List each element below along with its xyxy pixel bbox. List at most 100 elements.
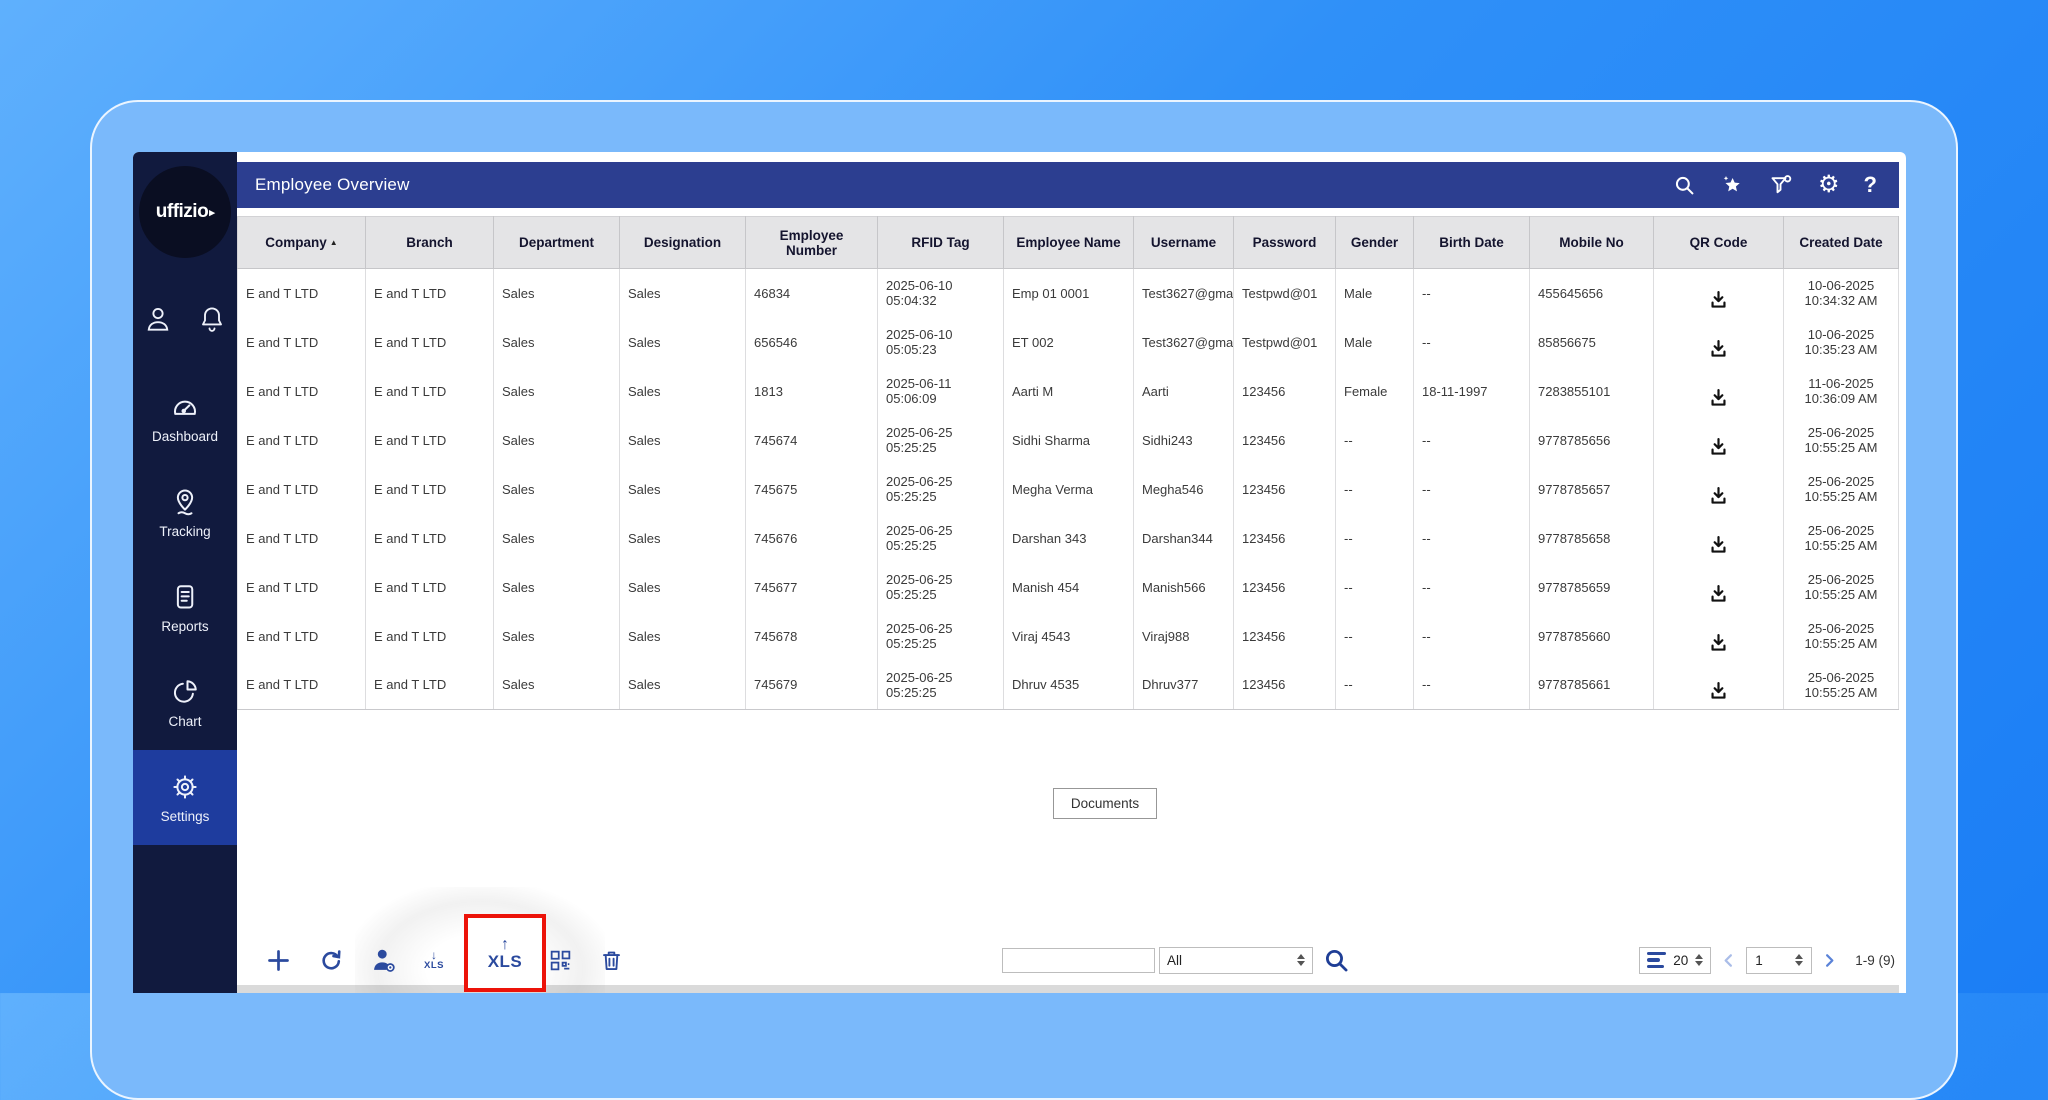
star-icon[interactable] [1720, 173, 1744, 197]
cell-rfid_tag: 2025-06-25 05:25:25 [877, 513, 1004, 563]
cell-company: E and T LTD [237, 611, 366, 661]
table-row[interactable]: E and T LTD E and T LTD Sales Sales 656546 20… [237, 317, 1899, 367]
cell-created_date: 25-06-2025 10:55:25 AM [1783, 513, 1899, 563]
column-header-password[interactable]: Password [1233, 216, 1336, 269]
column-header-created_date[interactable]: Created Date [1783, 216, 1899, 269]
prev-page-icon[interactable] [1720, 952, 1737, 969]
sidebar-item-label: Chart [168, 713, 202, 729]
table-row[interactable]: E and T LTD E and T LTD Sales Sales 745674 20… [237, 415, 1899, 465]
cell-company: E and T LTD [237, 415, 366, 465]
sidebar-item-settings[interactable]: Settings [133, 750, 237, 845]
column-header-rfid_tag[interactable]: RFID Tag [877, 216, 1004, 269]
help-icon[interactable]: ? [1863, 172, 1877, 197]
cell-mobile_no: 9778785659 [1529, 562, 1654, 612]
sidebar-item-tracking[interactable]: Tracking [133, 465, 237, 560]
filter-icon[interactable] [1768, 173, 1794, 197]
search-column-select[interactable]: All [1158, 946, 1313, 974]
cell-employee_number: 745675 [745, 464, 878, 514]
cell-employee_name: Dhruv 4535 [1003, 660, 1134, 710]
column-header-branch[interactable]: Branch [365, 216, 494, 269]
refresh-button[interactable] [318, 947, 344, 973]
cell-designation: Sales [619, 611, 746, 661]
column-header-qr[interactable]: QR Code [1653, 216, 1784, 269]
bottom-strip [237, 985, 1899, 993]
table-row[interactable]: E and T LTD E and T LTD Sales Sales 745677 20… [237, 562, 1899, 612]
table-row[interactable]: E and T LTD E and T LTD Sales Sales 745679 20… [237, 660, 1899, 710]
cell-branch: E and T LTD [365, 415, 494, 465]
column-header-birth_date[interactable]: Birth Date [1413, 216, 1530, 269]
cell-created_date: 10-06-2025 10:35:23 AM [1783, 317, 1899, 367]
search-icon[interactable] [1673, 174, 1696, 197]
xls-download-button[interactable]: ↓ XLS [424, 949, 444, 971]
xls-upload-highlight-box[interactable]: ↑ XLS [463, 914, 546, 992]
column-header-gender[interactable]: Gender [1335, 216, 1414, 269]
page-stepper[interactable] [1795, 954, 1804, 966]
xls-upload-button[interactable]: ↑ XLS [488, 936, 523, 970]
add-button[interactable] [265, 947, 292, 974]
qr-download-icon[interactable] [1708, 436, 1729, 457]
table-row[interactable]: E and T LTD E and T LTD Sales Sales 1813 2025… [237, 366, 1899, 416]
cell-employee_number: 745677 [745, 562, 878, 612]
table-row[interactable]: E and T LTD E and T LTD Sales Sales 745676 20… [237, 513, 1899, 563]
qr-download-icon[interactable] [1708, 338, 1729, 359]
cell-designation: Sales [619, 317, 746, 367]
qr-download-icon[interactable] [1708, 632, 1729, 653]
column-header-designation[interactable]: Designation [619, 216, 746, 269]
page-size-stepper[interactable] [1695, 954, 1704, 966]
table-row[interactable]: E and T LTD E and T LTD Sales Sales 46834 202… [237, 268, 1899, 318]
reports-icon [170, 582, 200, 612]
dashboard-icon [170, 392, 200, 422]
bell-icon[interactable] [197, 304, 227, 334]
cell-branch: E and T LTD [365, 660, 494, 710]
table-row[interactable]: E and T LTD E and T LTD Sales Sales 745675 20… [237, 464, 1899, 514]
cell-branch: E and T LTD [365, 366, 494, 416]
cell-employee_number: 46834 [745, 268, 878, 318]
qr-download-icon[interactable] [1708, 680, 1729, 701]
xls-download-label: XLS [424, 960, 444, 972]
page-number-input[interactable]: 1 [1746, 946, 1813, 974]
cell-rfid_tag: 2025-06-10 05:04:32 [877, 268, 1004, 318]
gear-icon[interactable]: ⚙ [1818, 171, 1840, 198]
sidebar-item-dashboard[interactable]: Dashboard [133, 370, 237, 465]
cell-birth_date: 18-11-1997 [1413, 366, 1530, 416]
user-icon[interactable] [143, 304, 173, 334]
cell-birth_date: -- [1413, 660, 1530, 710]
qr-download-icon[interactable] [1708, 387, 1729, 408]
qr-code-button[interactable] [548, 948, 573, 973]
cell-password: 123456 [1233, 562, 1336, 612]
cell-employee_number: 656546 [745, 317, 878, 367]
search-input[interactable] [1001, 947, 1155, 973]
cell-company: E and T LTD [237, 513, 366, 563]
table-header-row: Company ▲ Branch Department Designation Emplo… [237, 216, 1899, 269]
cell-qr [1653, 660, 1784, 710]
cell-rfid_tag: 2025-06-25 05:25:25 [877, 464, 1004, 514]
sidebar-item-chart[interactable]: Chart [133, 655, 237, 750]
search-go-icon[interactable] [1323, 947, 1350, 974]
sidebar-item-reports[interactable]: Reports [133, 560, 237, 655]
cell-employee_name: Manish 454 [1003, 562, 1134, 612]
cell-rfid_tag: 2025-06-11 05:06:09 [877, 366, 1004, 416]
column-header-department[interactable]: Department [493, 216, 620, 269]
cell-password: 123456 [1233, 660, 1336, 710]
table-row[interactable]: E and T LTD E and T LTD Sales Sales 745678 20… [237, 611, 1899, 661]
column-header-company[interactable]: Company ▲ [237, 216, 366, 269]
page-size-select[interactable]: 20 [1639, 946, 1712, 974]
qr-download-icon[interactable] [1708, 534, 1729, 555]
qr-download-icon[interactable] [1708, 485, 1729, 506]
column-header-username[interactable]: Username [1133, 216, 1234, 269]
documents-button[interactable]: Documents [1052, 788, 1158, 819]
cell-gender: -- [1335, 513, 1414, 563]
column-header-employee_name[interactable]: Employee Name [1003, 216, 1134, 269]
cell-qr [1653, 513, 1784, 563]
cell-birth_date: -- [1413, 317, 1530, 367]
cell-employee_name: Viraj 4543 [1003, 611, 1134, 661]
logo-arrow-icon: ▸ [209, 206, 215, 219]
column-header-mobile_no[interactable]: Mobile No [1529, 216, 1654, 269]
delete-button[interactable] [599, 948, 624, 973]
pagination-range-label: 1-9 (9) [1855, 952, 1895, 968]
column-header-employee_number[interactable]: Employee Number [745, 216, 878, 269]
import-employee-button[interactable] [370, 946, 398, 974]
qr-download-icon[interactable] [1708, 583, 1729, 604]
qr-download-icon[interactable] [1708, 289, 1729, 310]
next-page-icon[interactable] [1821, 952, 1838, 969]
